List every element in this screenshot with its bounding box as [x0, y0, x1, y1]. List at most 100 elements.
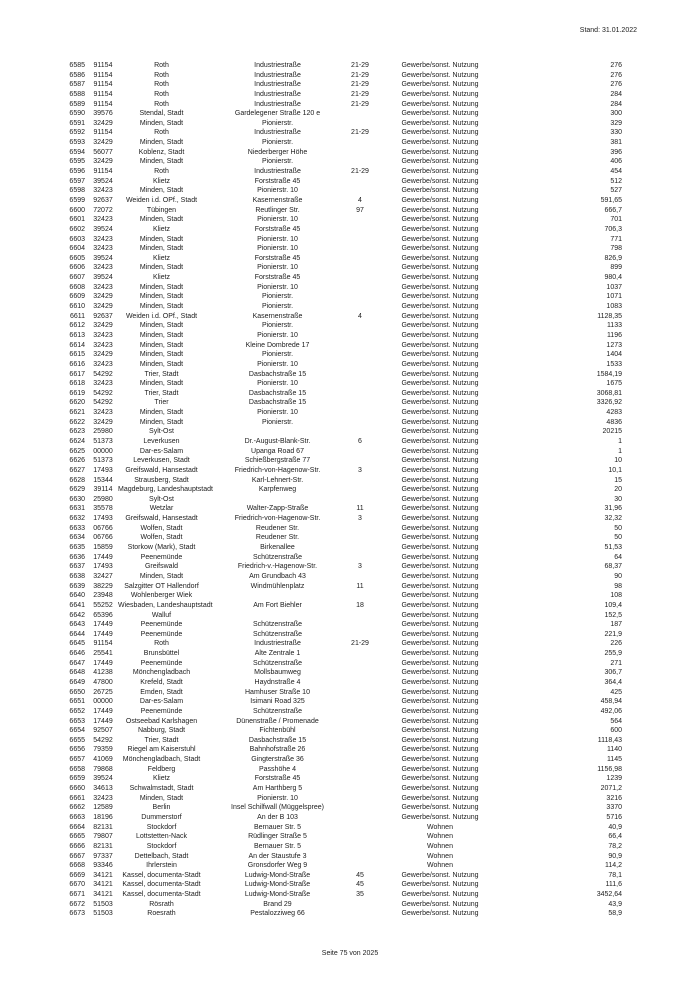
table-row: 6613 32423 Minden, Stadt Pionierstr. 10 Gewe…	[0, 331, 700, 341]
cell-serial-number: 6636	[69, 553, 85, 561]
cell-postal-code: 54292	[93, 736, 113, 744]
cell-street: Pionierstr.	[261, 293, 294, 301]
cell-house-number: 3	[358, 515, 362, 523]
table-row: 6637 17493 Greifswald Friedrich-v.-Hagenow-…	[0, 562, 700, 572]
cell-house-number: 4	[358, 312, 362, 320]
cell-house-number	[350, 138, 370, 148]
cell-street: Pionierstr.	[261, 322, 294, 330]
cell-serial-number: 6663	[69, 813, 85, 821]
cell-area-value: 114,2	[605, 862, 622, 870]
cell-area-value: 111,6	[605, 881, 622, 889]
table-row: 6636 17449 Peenemünde Schützenstraße Gewerbe…	[0, 553, 700, 563]
table-row: 6667 97337 Dettelbach, Stadt An der Staustu…	[0, 852, 700, 862]
cell-street	[205, 427, 350, 437]
cell-house-number	[350, 861, 370, 871]
cell-serial-number: 6619	[69, 389, 85, 397]
cell-serial-number: 6646	[69, 650, 85, 658]
cell-street: An der Staustufe 3	[248, 852, 307, 860]
cell-city: Minden, Stadt	[139, 187, 184, 195]
cell-serial-number: 6672	[69, 900, 85, 908]
cell-postal-code: 51373	[93, 437, 113, 445]
table-row: 6596 91154 Roth Industriestraße 21-29 Gewerbe…	[0, 167, 700, 177]
cell-street: Ludwig-Mond-Straße	[244, 881, 311, 889]
cell-serial-number: 6621	[69, 409, 85, 417]
cell-street: Pionierstr. 10	[257, 409, 298, 417]
cell-house-number	[350, 717, 370, 727]
table-row: 6650 26725 Emden, Stadt Hamhuser Straße 10 G…	[0, 688, 700, 698]
cell-usage-type: Gewerbe/sonst. Nutzung	[401, 245, 479, 253]
cell-usage-type: Gewerbe/sonst. Nutzung	[401, 428, 479, 436]
cell-area-value: 329	[610, 119, 622, 127]
table-row: 6593 32429 Minden, Stadt Pionierstr. Gewerbe…	[0, 138, 700, 148]
cell-city: Mönchengladbach, Stadt	[122, 756, 201, 764]
cell-city: Klietz	[152, 177, 171, 185]
cell-usage-type: Wohnen	[427, 842, 453, 850]
cell-usage-type: Gewerbe/sonst. Nutzung	[401, 62, 479, 69]
cell-postal-code: 54292	[93, 389, 113, 397]
cell-area-value: 306,7	[604, 669, 622, 677]
table-row: 6652 17449 Peenemünde Schützenstraße Gewerbe…	[0, 707, 700, 717]
cell-postal-code: 51503	[93, 900, 113, 908]
cell-street: Industriestraße	[254, 71, 301, 79]
cell-area-value: 396	[610, 148, 622, 156]
cell-street: Ludwig-Mond-Straße	[244, 891, 311, 899]
cell-area-value: 330	[610, 129, 622, 137]
cell-street: Schützenstraße	[252, 621, 303, 629]
cell-area-value: 492,06	[600, 707, 622, 715]
cell-city: Walluf	[151, 611, 172, 619]
cell-postal-code: 39524	[93, 775, 113, 783]
cell-area-value: 10	[614, 457, 622, 465]
cell-house-number	[350, 524, 370, 534]
cell-serial-number: 6626	[69, 457, 85, 465]
cell-postal-code: 25980	[93, 428, 113, 436]
cell-street: Pionierstr.	[261, 303, 294, 311]
cell-house-number	[350, 697, 370, 707]
cell-city: Magdeburg, Landeshauptstadt	[118, 486, 213, 494]
cell-area-value: 50	[614, 534, 622, 542]
cell-usage-type: Gewerbe/sonst. Nutzung	[401, 794, 479, 802]
cell-street: Isimani Road 325	[250, 698, 305, 706]
table-row: 6592 91154 Roth Industriestraße 21-29 Gewerbe…	[0, 128, 700, 138]
cell-city: Trier	[154, 399, 169, 407]
cell-city: Minden, Stadt	[139, 360, 184, 368]
cell-city: Kassel, documenta-Stadt	[122, 891, 201, 899]
cell-area-value: 3452,64	[596, 891, 622, 899]
cell-postal-code: 32429	[93, 158, 113, 166]
cell-serial-number: 6593	[69, 139, 85, 147]
cell-area-value: 1273	[606, 341, 622, 349]
cell-serial-number: 6603	[69, 235, 85, 243]
cell-postal-code: 17449	[93, 621, 113, 629]
cell-usage-type: Gewerbe/sonst. Nutzung	[401, 158, 479, 166]
cell-street: Friedrich-v.-Hagenow-Str.	[237, 563, 318, 571]
cell-street: Karl-Lehnert-Str.	[251, 476, 304, 484]
cell-usage-type: Gewerbe/sonst. Nutzung	[401, 283, 479, 291]
cell-postal-code: 32429	[93, 351, 113, 359]
table-row: 6626 51373 Leverkusen, Stadt Schießbergstra…	[0, 456, 700, 466]
cell-city: Wohlenberger Wiek	[130, 592, 193, 600]
table-row: 6615 32429 Minden, Stadt Pionierstr. Gewerbe…	[0, 350, 700, 360]
cell-city: Klietz	[152, 254, 171, 262]
cell-serial-number: 6599	[69, 196, 85, 204]
cell-house-number: 21-29	[351, 168, 369, 176]
cell-city: Minden, Stadt	[139, 341, 184, 349]
cell-street: Karpfenweg	[258, 486, 297, 494]
cell-area-value: 2071,2	[600, 785, 622, 793]
cell-serial-number: 6632	[69, 515, 85, 523]
cell-serial-number: 6586	[69, 71, 85, 79]
cell-serial-number: 6611	[69, 312, 85, 320]
cell-serial-number: 6647	[69, 659, 85, 667]
cell-usage-type: Gewerbe/sonst. Nutzung	[401, 495, 479, 503]
cell-serial-number: 6596	[69, 168, 85, 176]
cell-usage-type: Gewerbe/sonst. Nutzung	[401, 437, 479, 445]
cell-street: Reudener Str.	[255, 524, 300, 532]
cell-street: Industriestraße	[254, 640, 301, 648]
cell-street: Pionierstr. 10	[257, 380, 298, 388]
cell-serial-number: 6601	[69, 216, 85, 224]
cell-area-value: 3068,81	[596, 389, 622, 397]
cell-house-number: 11	[356, 505, 364, 513]
cell-usage-type: Gewerbe/sonst. Nutzung	[401, 563, 479, 571]
cell-city: Dar-es-Salam	[139, 698, 184, 706]
table-row: 6629 39114 Magdeburg, Landeshauptstadt Karp…	[0, 485, 700, 495]
cell-area-value: 226	[610, 640, 622, 648]
